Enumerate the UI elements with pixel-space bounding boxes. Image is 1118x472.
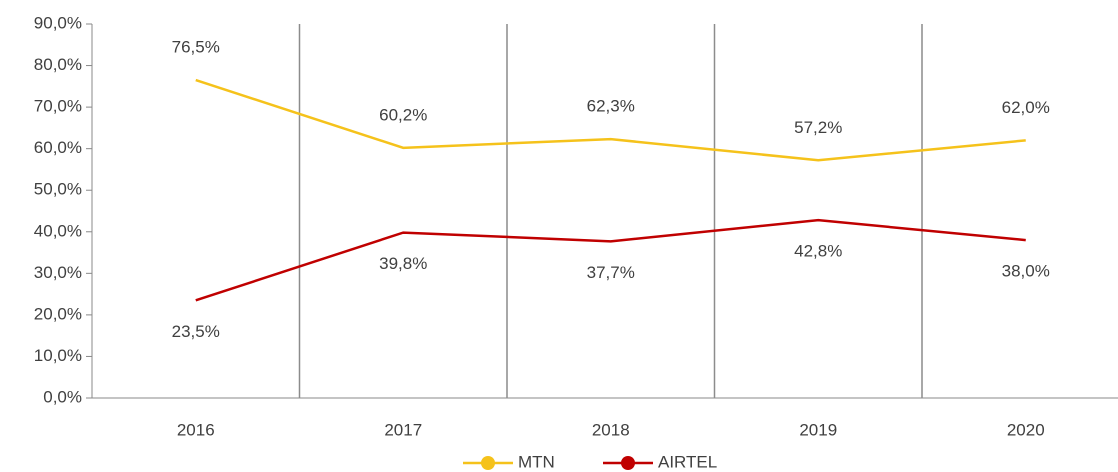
- data-label: 62,0%: [1002, 98, 1050, 117]
- y-tick-label: 60,0%: [34, 138, 82, 157]
- x-tick-label: 2020: [1007, 420, 1045, 439]
- series-line: [195, 78, 1026, 162]
- legend-label: AIRTEL: [658, 452, 717, 471]
- y-tick-label: 30,0%: [34, 263, 82, 282]
- y-tick-label: 0,0%: [43, 387, 82, 406]
- data-label: 57,2%: [794, 118, 842, 137]
- legend-label: MTN: [518, 452, 555, 471]
- data-label: 60,2%: [379, 105, 427, 124]
- data-label: 76,5%: [172, 38, 220, 57]
- x-tick-label: 2016: [177, 420, 215, 439]
- series-line: [195, 218, 1026, 302]
- y-tick-label: 10,0%: [34, 346, 82, 365]
- data-label: 39,8%: [379, 254, 427, 273]
- x-tick-label: 2018: [592, 420, 630, 439]
- data-label: 62,3%: [587, 97, 635, 116]
- legend-marker: [481, 456, 495, 470]
- legend-marker: [621, 456, 635, 470]
- data-label: 42,8%: [794, 242, 842, 261]
- y-tick-label: 80,0%: [34, 55, 82, 74]
- data-label: 23,5%: [172, 322, 220, 341]
- data-label: 38,0%: [1002, 262, 1050, 281]
- y-tick-label: 40,0%: [34, 221, 82, 240]
- x-tick-label: 2019: [799, 420, 837, 439]
- y-tick-label: 50,0%: [34, 180, 82, 199]
- y-tick-label: 90,0%: [34, 13, 82, 32]
- data-label: 37,7%: [587, 263, 635, 282]
- y-tick-label: 70,0%: [34, 97, 82, 116]
- x-tick-label: 2017: [384, 420, 422, 439]
- y-tick-label: 20,0%: [34, 304, 82, 323]
